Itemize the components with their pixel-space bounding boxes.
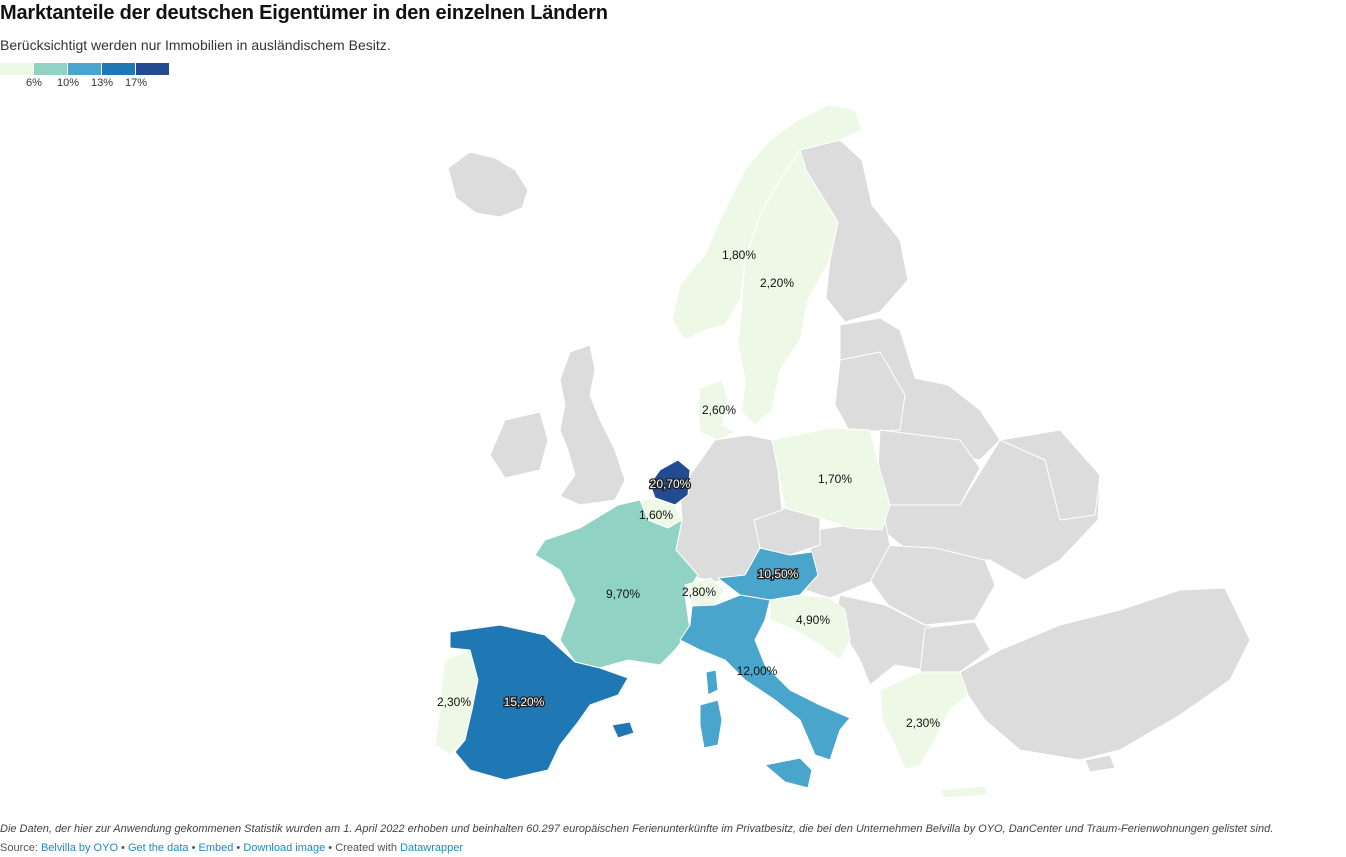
- data-countries: [434, 104, 989, 799]
- legend-swatch-4: [102, 63, 135, 75]
- label-norway: 1,80%: [722, 248, 756, 262]
- source-link[interactable]: Belvilla by OYO: [40, 842, 118, 854]
- country-iceland: [447, 151, 529, 218]
- label-portugal: 2,30%: [437, 695, 471, 709]
- chart-subtitle: Berücksichtigt werden nur Immobilien in …: [0, 37, 391, 53]
- source-prefix: Source:: [0, 842, 41, 854]
- country-turkey: [959, 587, 1251, 761]
- label-poland: 1,70%: [818, 472, 852, 486]
- value-labels: 1,80% 2,20% 2,60% 1,70% 20,70% 1,60% 10,…: [437, 248, 940, 730]
- label-sweden: 2,20%: [760, 276, 794, 290]
- country-crete: [939, 785, 989, 799]
- country-baltics: [834, 351, 906, 433]
- country-poland: [771, 427, 891, 531]
- country-netherlands: [649, 459, 691, 506]
- country-greece: [879, 671, 969, 771]
- country-balearics: [611, 721, 635, 739]
- download-image-link[interactable]: Download image: [243, 842, 326, 854]
- legend-tick-1: 6%: [26, 77, 42, 89]
- datawrapper-link[interactable]: Datawrapper: [400, 842, 464, 854]
- label-denmark: 2,60%: [702, 403, 736, 417]
- country-denmark: [697, 379, 736, 441]
- legend-tick-2: 10%: [56, 77, 80, 89]
- label-switzerland: 2,80%: [682, 585, 716, 599]
- country-sicily: [764, 757, 813, 789]
- legend-swatch-3: [68, 63, 101, 75]
- label-greece: 2,30%: [906, 716, 940, 730]
- legend-swatch-5: [136, 63, 169, 75]
- chart-title: Marktanteile der deutschen Eigentümer in…: [0, 2, 608, 24]
- separator: •: [188, 842, 199, 854]
- country-croatia: [769, 594, 851, 661]
- country-russia-south: [999, 429, 1101, 521]
- label-spain: 15,20%: [504, 695, 545, 709]
- legend-swatch-1: [0, 63, 33, 75]
- legend-labels: 6% 10% 13% 17%: [0, 75, 170, 91]
- country-uk: [559, 344, 626, 506]
- country-cyprus: [1084, 754, 1116, 773]
- label-austria: 10,50%: [758, 567, 799, 581]
- country-romania: [869, 544, 996, 626]
- label-croatia: 4,90%: [796, 613, 830, 627]
- legend-swatch-2: [34, 63, 67, 75]
- legend-bar: [0, 63, 170, 75]
- label-italy: 12,00%: [737, 664, 778, 678]
- separator: •: [118, 842, 128, 854]
- europe-map: 1,80% 2,20% 2,60% 1,70% 20,70% 1,60% 10,…: [434, 104, 1251, 799]
- country-italy: [679, 594, 851, 761]
- country-corsica: [705, 669, 719, 696]
- created-with-text: • Created with: [325, 842, 401, 854]
- country-bulgaria: [919, 621, 991, 673]
- label-france: 9,70%: [606, 587, 640, 601]
- country-switzerland: [684, 577, 726, 607]
- country-spain: [449, 624, 629, 781]
- country-sardinia: [699, 699, 723, 749]
- label-netherlands: 20,70%: [650, 477, 691, 491]
- country-sweden: [737, 149, 839, 426]
- country-norway: [671, 104, 863, 341]
- source-line: Source: Belvilla by OYO • Get the data •…: [0, 842, 463, 854]
- country-france: [534, 499, 699, 669]
- country-ireland: [489, 411, 549, 479]
- embed-link[interactable]: Embed: [198, 842, 234, 854]
- legend-tick-4: 17%: [124, 77, 148, 89]
- footnote: Die Daten, der hier zur Anwendung gekomm…: [0, 823, 1274, 835]
- label-belgium: 1,60%: [639, 508, 673, 522]
- get-data-link[interactable]: Get the data: [127, 842, 189, 854]
- separator: •: [233, 842, 244, 854]
- legend-tick-3: 13%: [90, 77, 114, 89]
- color-legend: 6% 10% 13% 17%: [0, 63, 170, 91]
